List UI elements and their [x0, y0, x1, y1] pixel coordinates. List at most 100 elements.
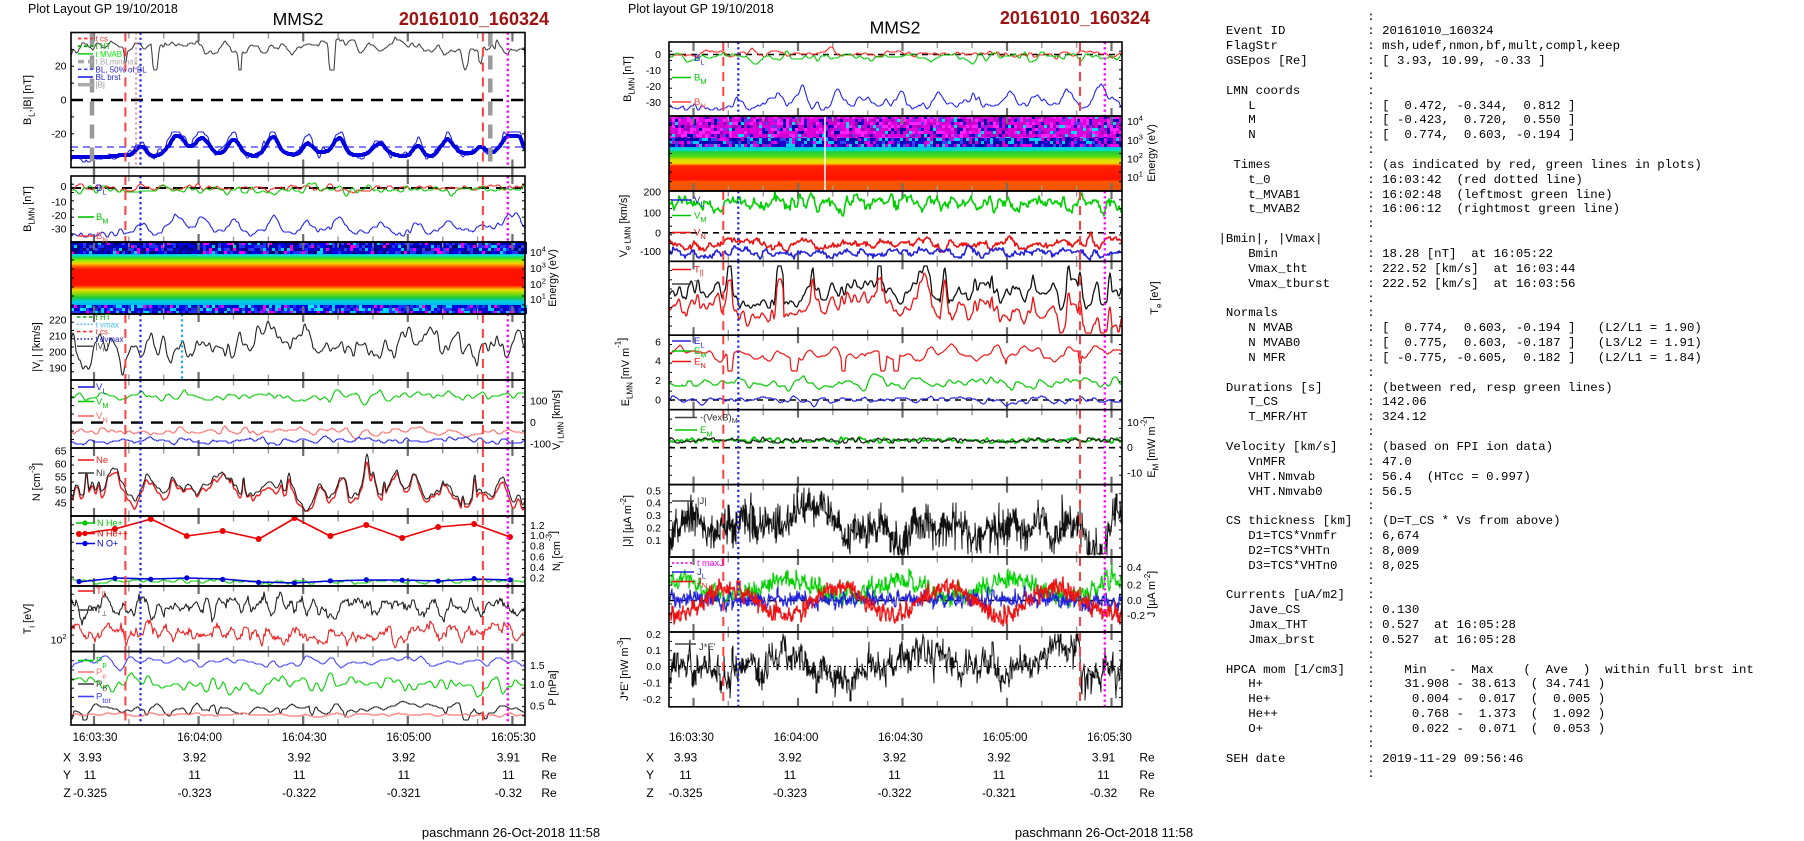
- svg-text:20161010_160324: 20161010_160324: [399, 9, 549, 29]
- svg-text:0.4: 0.4: [530, 562, 545, 574]
- svg-text:-0.321: -0.321: [387, 786, 421, 800]
- svg-text:0.2: 0.2: [646, 629, 661, 641]
- svg-text:Re: Re: [1139, 751, 1155, 765]
- svg-text:Energy (eV): Energy (eV): [547, 249, 559, 307]
- svg-text:11: 11: [1097, 768, 1110, 782]
- svg-text:BL, 50% of BL: BL, 50% of BL: [96, 65, 148, 74]
- svg-text:190: 190: [49, 363, 67, 375]
- svg-text:0: 0: [655, 227, 661, 239]
- svg-text:0: 0: [530, 417, 536, 429]
- svg-text:-0.1: -0.1: [643, 678, 661, 690]
- svg-text:0.0: 0.0: [1127, 595, 1142, 607]
- svg-text:-0.322: -0.322: [282, 786, 316, 800]
- svg-text:10: 10: [1127, 417, 1139, 429]
- svg-text:Re: Re: [541, 786, 557, 800]
- svg-text:Z: Z: [646, 786, 653, 800]
- svg-text:-0.2: -0.2: [643, 694, 661, 706]
- svg-text:0.6: 0.6: [530, 551, 545, 563]
- svg-text:X: X: [646, 751, 654, 765]
- svg-text:paschmann 26-Oct-2018 11:58: paschmann 26-Oct-2018 11:58: [1015, 825, 1193, 840]
- svg-text:3.93: 3.93: [78, 751, 102, 765]
- svg-text:0.8: 0.8: [530, 540, 545, 552]
- svg-text:Y: Y: [646, 768, 654, 782]
- svg-text:-20: -20: [646, 81, 661, 93]
- svg-text:220: 220: [49, 315, 67, 327]
- svg-text:1.0: 1.0: [530, 679, 545, 691]
- svg-text:|Vi | [km/s]: |Vi | [km/s]: [31, 322, 46, 371]
- svg-text:t dvmax: t dvmax: [96, 335, 124, 344]
- svg-text:Re: Re: [541, 751, 557, 765]
- svg-text:-10: -10: [51, 196, 66, 208]
- svg-text:0.5: 0.5: [530, 701, 545, 713]
- svg-text:0.0: 0.0: [646, 661, 661, 673]
- svg-text:0.1: 0.1: [646, 645, 661, 657]
- svg-text:-0.32: -0.32: [495, 786, 523, 800]
- svg-text:-20: -20: [51, 210, 66, 222]
- svg-text:16:05:30: 16:05:30: [491, 732, 536, 744]
- svg-text:Ti [eV]: Ti [eV]: [22, 604, 37, 635]
- svg-text:0.5: 0.5: [646, 486, 661, 498]
- svg-text:B L,|B| [nT]: B L,|B| [nT]: [22, 75, 37, 125]
- svg-text:11: 11: [679, 768, 692, 782]
- svg-text:2: 2: [655, 375, 661, 387]
- svg-text:210: 210: [49, 331, 67, 343]
- svg-text:t vmax: t vmax: [96, 320, 120, 329]
- svg-text:BL brst: BL brst: [96, 73, 122, 82]
- svg-text:11: 11: [293, 768, 306, 782]
- svg-text:200: 200: [643, 187, 661, 199]
- svg-text:3.91: 3.91: [497, 751, 521, 765]
- svg-text:3.92: 3.92: [288, 751, 312, 765]
- svg-text:1.5: 1.5: [530, 660, 545, 672]
- svg-text:11: 11: [188, 768, 201, 782]
- svg-text:3.92: 3.92: [183, 751, 207, 765]
- svg-text:3.92: 3.92: [987, 751, 1011, 765]
- svg-text:-10: -10: [1127, 468, 1142, 480]
- svg-text:3.92: 3.92: [778, 751, 802, 765]
- svg-text:16:04:00: 16:04:00: [774, 732, 819, 744]
- svg-text:3.93: 3.93: [674, 751, 698, 765]
- svg-text:11: 11: [502, 768, 515, 782]
- svg-text:3.91: 3.91: [1092, 751, 1116, 765]
- svg-text:16:03:30: 16:03:30: [669, 732, 714, 744]
- svg-text:16:03:30: 16:03:30: [73, 732, 118, 744]
- svg-text:16:05:00: 16:05:00: [386, 732, 431, 744]
- svg-text:11: 11: [993, 768, 1006, 782]
- svg-text:Re: Re: [1139, 768, 1155, 782]
- svg-text:Pe: Pe: [96, 667, 107, 681]
- svg-text:0: 0: [1127, 442, 1133, 454]
- svg-text:0.2: 0.2: [646, 523, 661, 535]
- svg-text:4: 4: [655, 356, 661, 368]
- svg-text:0.4: 0.4: [646, 498, 661, 510]
- svg-text:0.2: 0.2: [1127, 580, 1142, 592]
- svg-text:|J| [µA m-2]: |J| [µA m-2]: [619, 495, 634, 547]
- svg-text:60: 60: [55, 459, 67, 471]
- svg-text:|J|: |J|: [697, 496, 707, 507]
- svg-text:200: 200: [49, 347, 67, 359]
- svg-text:1.2: 1.2: [530, 520, 545, 532]
- svg-text:45: 45: [55, 498, 67, 510]
- svg-text:MMS2: MMS2: [273, 9, 324, 29]
- svg-text:T: T: [694, 279, 700, 290]
- svg-text:X: X: [63, 751, 71, 765]
- svg-text:0.3: 0.3: [646, 510, 661, 522]
- svg-text:0.2: 0.2: [530, 572, 545, 584]
- svg-text:-0.322: -0.322: [877, 786, 911, 800]
- svg-text:EL: EL: [694, 336, 705, 350]
- svg-text:BN: BN: [694, 97, 706, 111]
- svg-text:t cs: t cs: [96, 328, 108, 337]
- svg-text:Re: Re: [541, 768, 557, 782]
- svg-text:16:04:30: 16:04:30: [878, 732, 923, 744]
- svg-text:VN: VN: [694, 228, 706, 242]
- svg-text:-0.323: -0.323: [773, 786, 807, 800]
- svg-text:t maxJ: t maxJ: [697, 558, 724, 568]
- svg-text:JL: JL: [697, 567, 706, 581]
- svg-text:0.4: 0.4: [1127, 562, 1142, 574]
- svg-text:0: 0: [61, 181, 67, 193]
- svg-text:BL: BL: [694, 53, 705, 67]
- svg-text:N O+: N O+: [97, 539, 118, 549]
- svg-text:J*E': J*E': [699, 642, 716, 653]
- svg-text:-20: -20: [51, 129, 66, 141]
- svg-text:0: 0: [655, 395, 661, 407]
- svg-text:16:05:30: 16:05:30: [1087, 732, 1132, 744]
- svg-text:VL: VL: [96, 382, 107, 396]
